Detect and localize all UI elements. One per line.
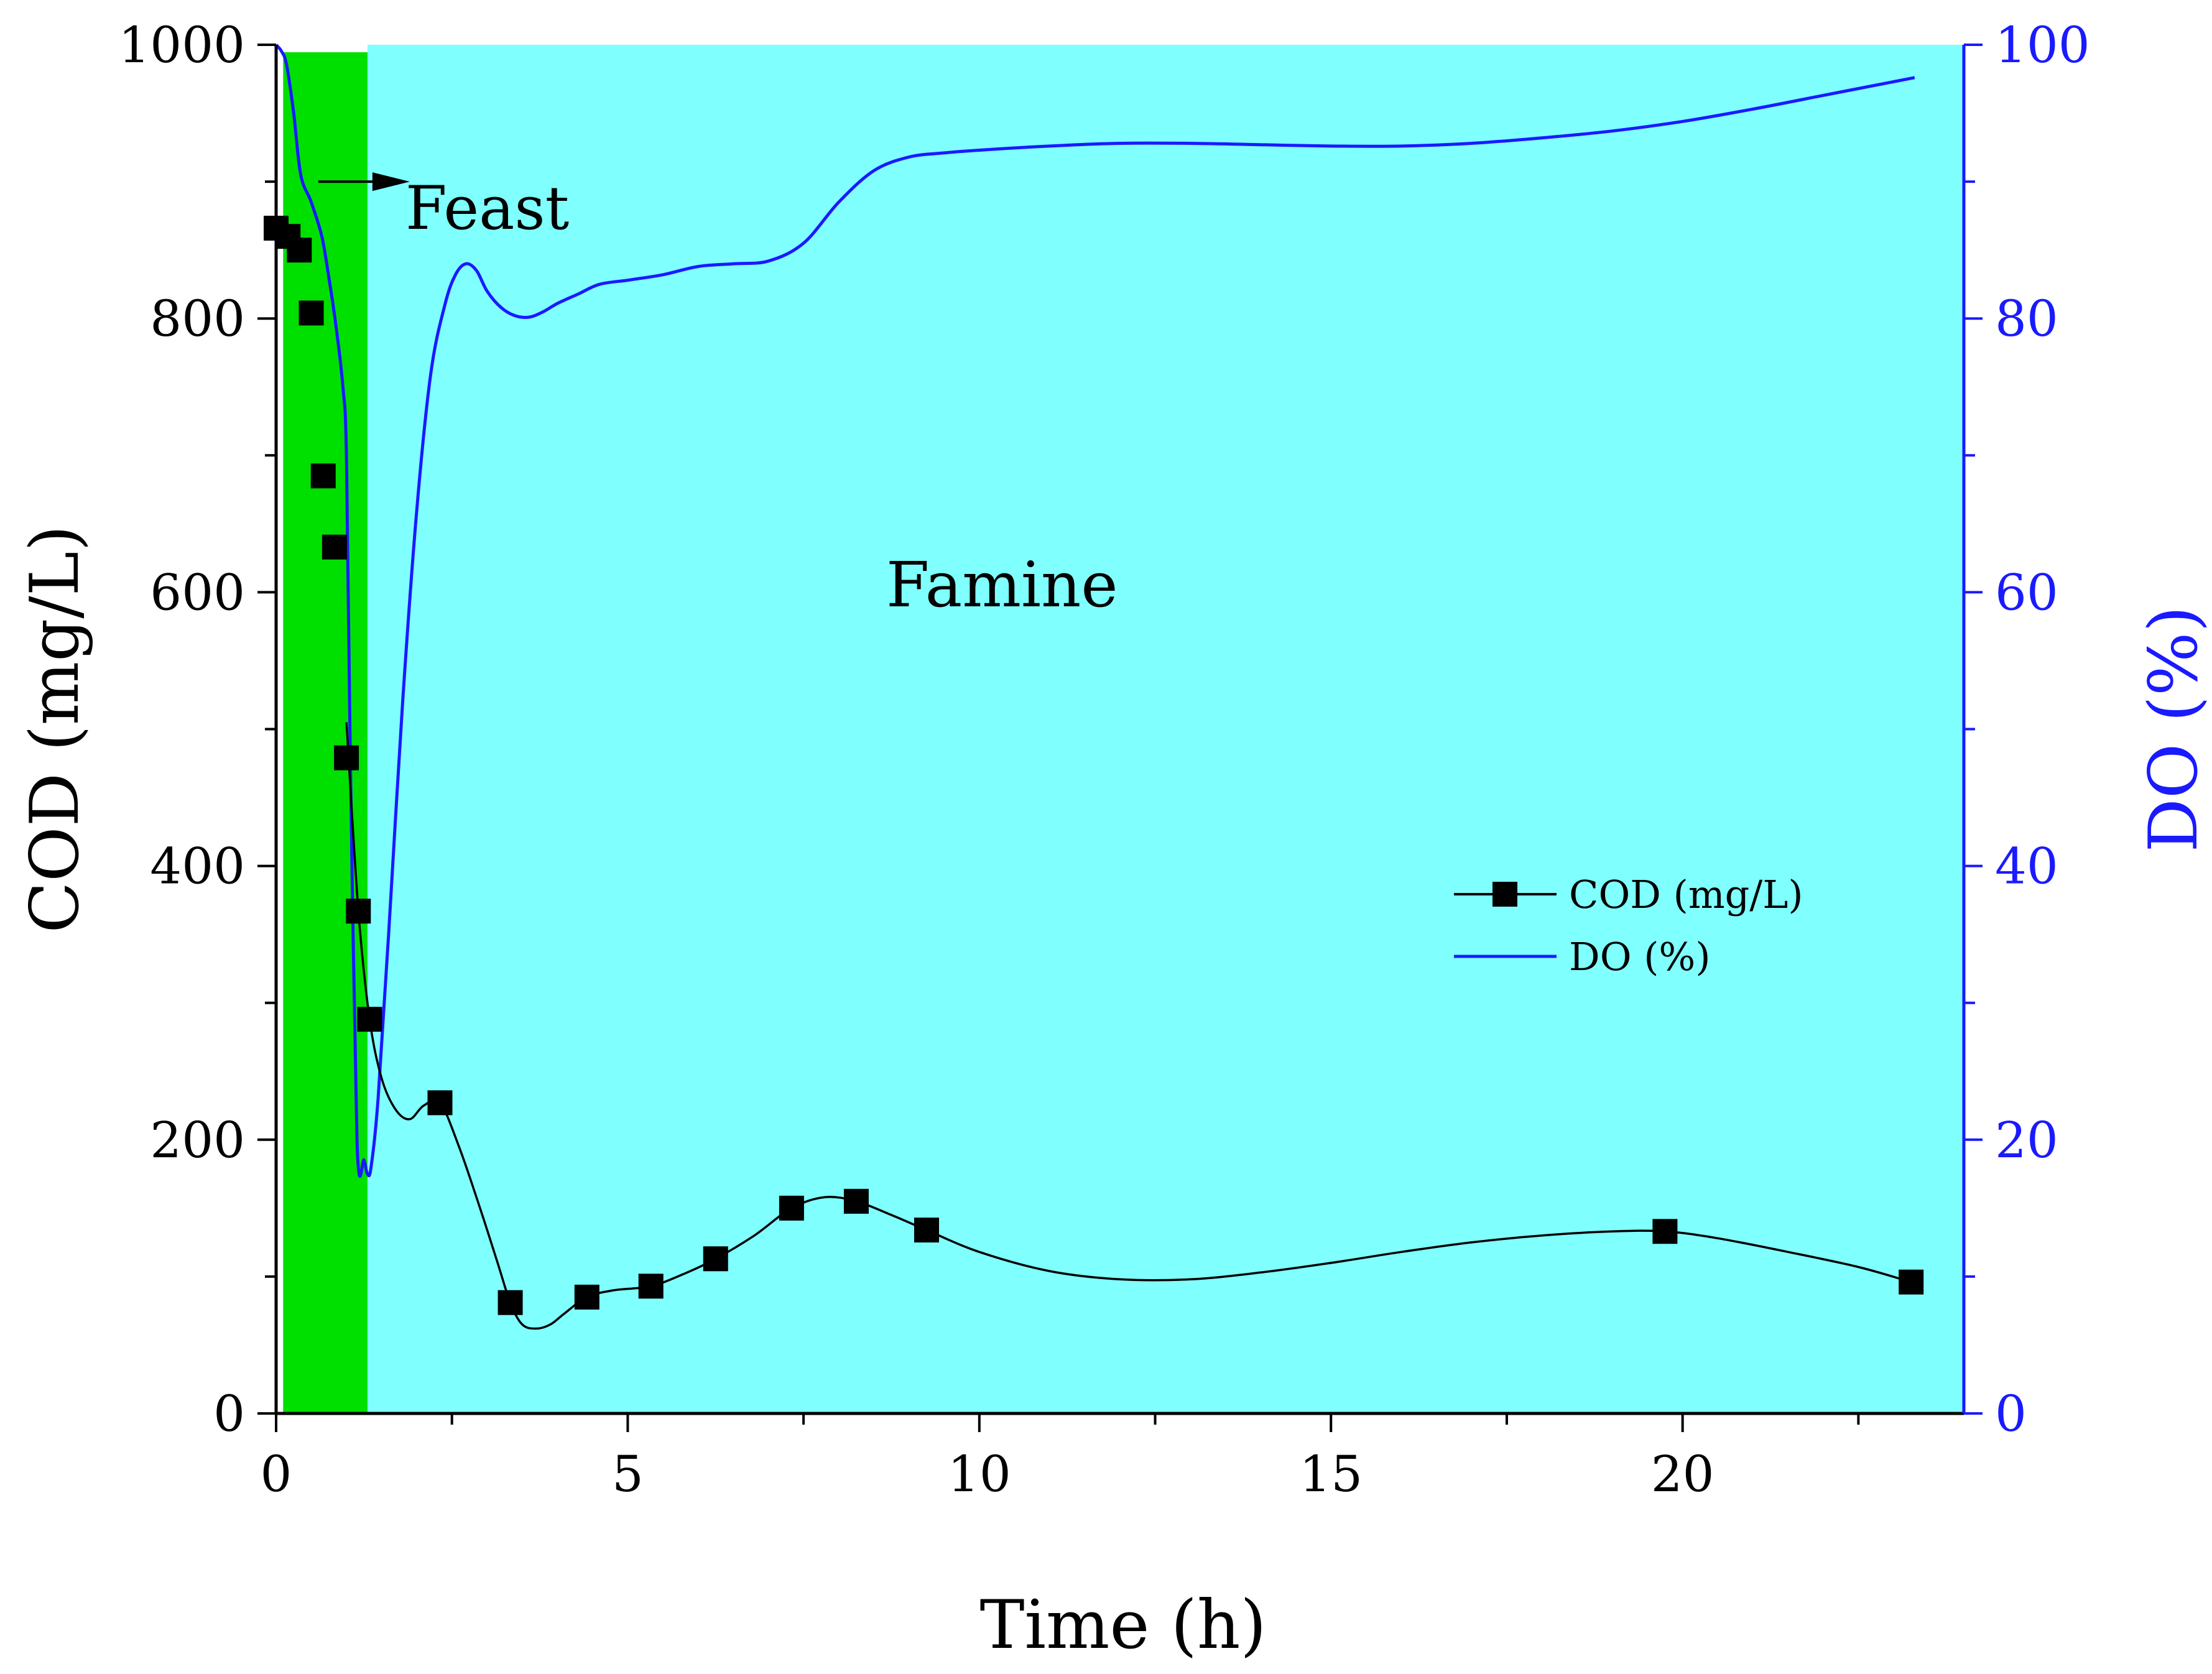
y-right-tick-label: 40: [1995, 838, 2058, 895]
y-left-tick-label: 1000: [118, 16, 245, 74]
x-tick-label: 5: [612, 1445, 644, 1503]
cod-point: [334, 745, 359, 770]
cod-point: [1652, 1219, 1678, 1244]
cod-point: [1899, 1269, 1924, 1295]
cod-point: [497, 1290, 523, 1315]
axis-titles: Time (h) COD (mg/L) DO (%): [16, 525, 2212, 1664]
y-right-tick-label: 0: [1995, 1385, 2027, 1443]
do-line: [275, 44, 1915, 1178]
phase-regions: [283, 45, 1964, 1413]
cod-point: [322, 534, 347, 560]
legend: COD (mg/L) DO (%): [1454, 872, 1803, 979]
cod-point: [298, 300, 324, 326]
cod-series: [264, 215, 1924, 1330]
cod-point: [914, 1218, 940, 1243]
x-tick-label: 20: [1651, 1445, 1715, 1503]
y-right-tick-label: 80: [1995, 290, 2058, 348]
annotations: Feast Famine: [318, 172, 1118, 621]
y-left-tick-label: 200: [150, 1111, 245, 1169]
cod-point: [346, 899, 371, 924]
cod-point: [310, 463, 336, 489]
region-famine: [368, 45, 1964, 1413]
y-left-axis-title: COD (mg/L): [16, 525, 94, 933]
famine-label: Famine: [886, 548, 1118, 621]
x-tick-label: 10: [948, 1445, 1011, 1503]
y-right-tick-label: 60: [1995, 563, 2058, 621]
feast-arrow-head: [372, 172, 410, 192]
y-left-tick-label: 400: [150, 838, 245, 895]
feast-label: Feast: [405, 173, 569, 243]
cod-point: [574, 1284, 599, 1310]
y-left-tick-label: 0: [213, 1385, 245, 1443]
legend-cod-label: COD (mg/L): [1569, 872, 1803, 917]
cod-point: [779, 1195, 804, 1221]
y-left-tick-label: 600: [150, 563, 245, 621]
y-right-axis-title: DO (%): [2135, 606, 2212, 852]
cod-line: [345, 722, 1912, 1330]
cod-point: [357, 1007, 382, 1032]
cod-point: [427, 1090, 453, 1116]
cod-point: [638, 1274, 664, 1299]
x-axis-title: Time (h): [979, 1586, 1266, 1664]
cod-point: [843, 1188, 869, 1214]
cod-point: [287, 238, 312, 263]
y-right-tick-label: 100: [1995, 16, 2090, 74]
do-series: [275, 44, 1915, 1178]
legend-do-label: DO (%): [1569, 934, 1711, 979]
region-feast: [283, 52, 368, 1412]
x-tick-label: 15: [1299, 1445, 1363, 1503]
y-left-tick-label: 800: [150, 290, 245, 348]
y-right-tick-label: 20: [1995, 1111, 2058, 1169]
cod-point: [703, 1246, 728, 1272]
legend-cod-marker: [1492, 882, 1517, 907]
x-tick-label: 0: [261, 1445, 292, 1503]
